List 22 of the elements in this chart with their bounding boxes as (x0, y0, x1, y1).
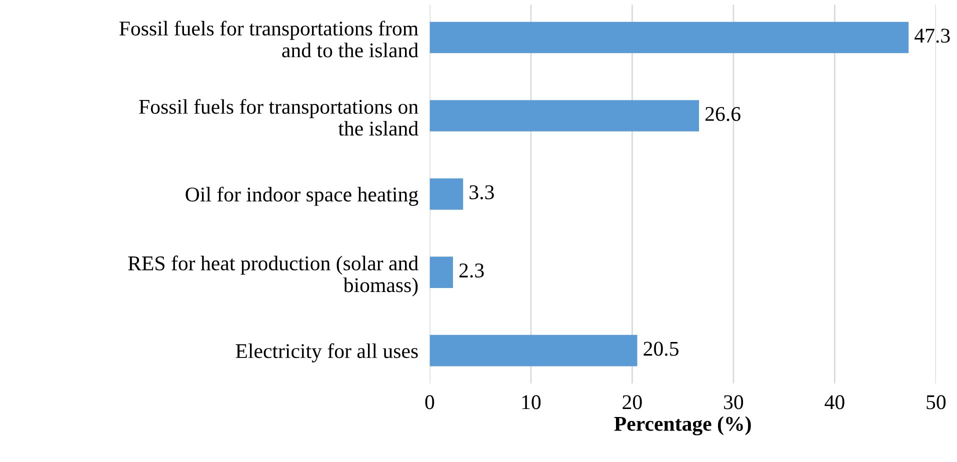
x-tick-label: 20 (622, 395, 642, 410)
bar (430, 334, 638, 366)
bar (430, 100, 700, 132)
data-label: 3.3 (470, 185, 494, 200)
y-tick-label: Fossil fuels for transportations on the island (139, 98, 418, 136)
x-tick-label: 40 (824, 395, 844, 410)
x-tick-label: 0 (425, 395, 434, 410)
data-label: 20.5 (644, 342, 678, 356)
y-tick-label: Oil for indoor space heating (186, 186, 418, 206)
bar (430, 178, 464, 210)
y-tick-label: Fossil fuels for transportations from and to the island (119, 20, 418, 58)
bar (430, 256, 453, 288)
x-axis-title: Percentage (%) (614, 416, 751, 436)
x-tick-label: 50 (926, 395, 946, 410)
data-label: 47.3 (914, 28, 950, 43)
data-label: 26.6 (705, 106, 740, 122)
x-tick-label: 30 (724, 395, 744, 410)
bar (430, 22, 909, 54)
data-label: 2.3 (459, 264, 484, 278)
y-tick-label: RES for heat production (solar and biomass) (128, 256, 418, 296)
x-tick-label: 10 (522, 395, 541, 410)
y-tick-label: Electricity for all uses (236, 343, 418, 362)
